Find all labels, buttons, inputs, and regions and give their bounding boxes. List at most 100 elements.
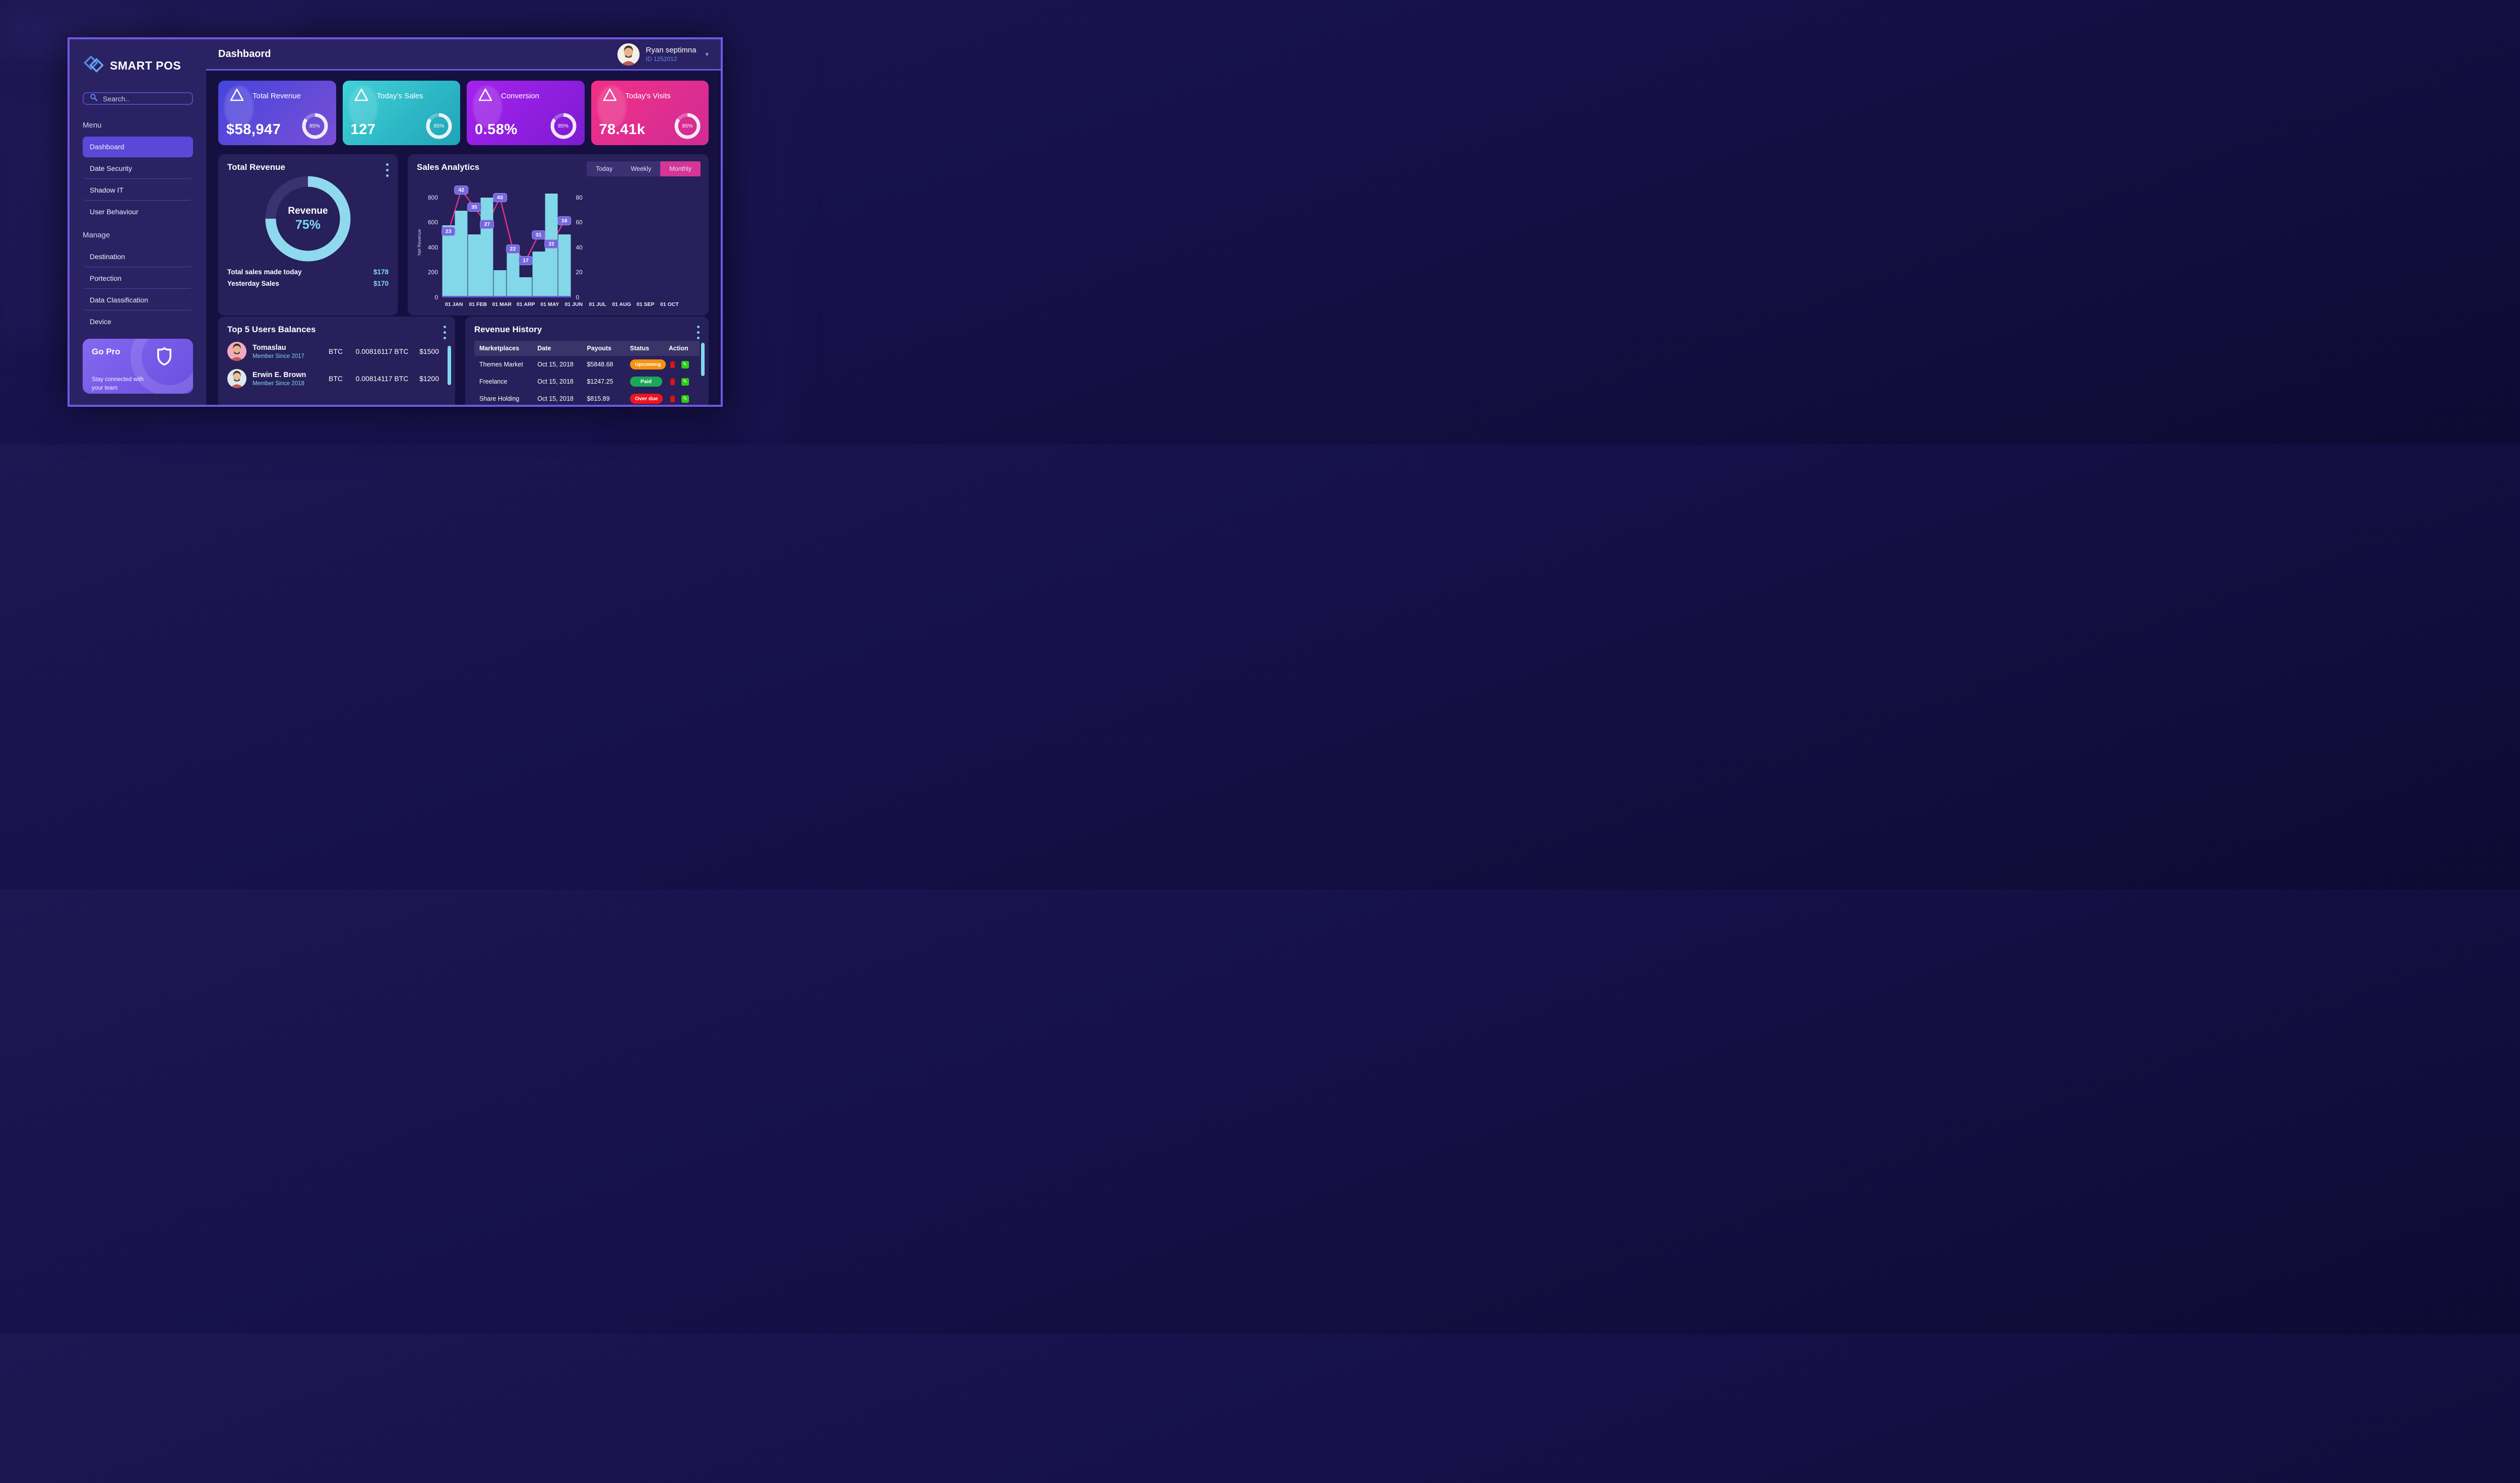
stat-card-value: 127 [350, 121, 376, 138]
stat-card-percent: 85% [433, 123, 445, 129]
donut-label: Revenue [288, 205, 328, 216]
chart-bar-01-jul [519, 277, 532, 296]
sidebar-item-user-behaviour[interactable]: User Behaviour [90, 208, 139, 216]
payout-cell: $5848.68 [587, 361, 613, 368]
go-pro-subtitle: Stay connected with your team [92, 377, 144, 391]
date-cell: Oct 15, 2018 [537, 361, 574, 368]
main-menu: Dashboard Date Security Shadow IT User Beha… [83, 137, 193, 222]
kebab-menu-icon[interactable] [696, 325, 701, 340]
search-box[interactable] [83, 92, 193, 105]
shield-icon [156, 347, 173, 368]
line-point-label: 31 [531, 230, 546, 240]
marketplace-cell: Themes Market [479, 361, 523, 368]
total-revenue-panel: Total Revenue Revenue 75% [218, 154, 398, 316]
right-axis-tick: 20 [576, 269, 583, 276]
chart-bar-01-aug [532, 252, 545, 296]
left-axis: 0 200 400 600 800 [424, 188, 442, 301]
kebab-menu-icon[interactable] [385, 162, 390, 178]
right-axis-tick: 80 [576, 194, 583, 201]
revenue-donut-chart: Revenue 75% [265, 175, 351, 262]
user-avatar [617, 43, 640, 66]
scrollbar[interactable] [701, 343, 705, 376]
user-name: Tomaslau [253, 343, 286, 352]
btc-amount: 0.00816117 BTC [355, 347, 409, 355]
column-header-marketplaces: Marketplaces [479, 345, 520, 352]
line-point-label: 22 [506, 244, 520, 254]
user-row-tomaslau: Tomaslau Member Since 2017 BTC 0.0081611… [227, 342, 446, 361]
x-axis-label: 01 SEP [636, 301, 655, 307]
kebab-menu-icon[interactable] [443, 325, 447, 340]
sidebar-item-date-security[interactable]: Date Security [83, 158, 193, 179]
x-axis-label: 01 FEB [469, 301, 487, 307]
line-point-label: 27 [480, 220, 494, 229]
stat-card-percent: 85% [682, 123, 693, 129]
chart-bar-01-mar [468, 234, 481, 296]
payout-cell: $815.89 [587, 395, 610, 402]
stat-card-label: Conversion [501, 92, 539, 100]
delete-icon[interactable] [669, 360, 676, 368]
column-header-payouts: Payouts [587, 345, 612, 352]
usd-amount: $1200 [419, 375, 439, 383]
summary-label: Total sales made today [227, 268, 302, 276]
edit-icon[interactable]: ✎ [681, 360, 689, 368]
table-row-freelance: Freelance Oct 15, 2018 $1247.25 Paid ✎ [474, 373, 700, 390]
tab-monthly[interactable]: Monthly [660, 161, 701, 176]
payout-cell: $1247.25 [587, 378, 613, 385]
revenue-summary-row: Yesterday Sales $170 [227, 280, 389, 287]
background-blur-shape [736, 0, 791, 445]
stat-cards-row: Total Revenue $58,947 85% Today's Sales … [218, 81, 709, 145]
background-blur-shape [0, 91, 60, 343]
user-avatar [227, 342, 246, 361]
chart-bar-01-may [493, 270, 507, 296]
manage-section-label: Manage [83, 231, 110, 239]
right-axis-tick: 60 [576, 219, 583, 226]
left-axis-tick: 600 [427, 219, 438, 226]
chart-bar-01-feb [455, 211, 468, 296]
chart-bar-01-jan [442, 225, 455, 296]
edit-icon[interactable]: ✎ [681, 395, 689, 403]
column-header-date: Date [537, 345, 551, 352]
top-header: Dashbaord Ryan septimna ID 1252012 ▾ [206, 39, 721, 71]
brand-logo: SMART POS [83, 53, 193, 78]
sidebar-item-dashboard[interactable]: Dashboard [83, 137, 193, 157]
sidebar-item-portection[interactable]: Portection [83, 268, 193, 289]
user-name: Ryan septimna [646, 46, 697, 54]
search-input[interactable] [103, 94, 186, 103]
sidebar-item-shadow-it[interactable]: Shadow IT [83, 180, 193, 201]
chevron-down-icon[interactable]: ▾ [705, 50, 709, 58]
diamond-logo-icon [83, 53, 105, 78]
stat-card-value: 78.41k [599, 121, 646, 138]
status-badge: Over due [629, 394, 663, 404]
scrollbar[interactable] [448, 346, 451, 385]
total-revenue-title: Total Revenue [227, 162, 285, 172]
brand-name: SMART POS [110, 59, 181, 72]
usd-amount: $1500 [419, 347, 439, 355]
chart-bar-01-oct [558, 234, 571, 296]
background-blur-shape [151, 418, 605, 449]
x-axis-label: 01 JAN [445, 301, 463, 307]
line-point-label: 42 [454, 185, 469, 195]
delete-icon[interactable] [669, 378, 676, 386]
y-axis-label: Net Revenue [417, 229, 422, 256]
tab-weekly[interactable]: Weekly [631, 165, 652, 172]
marketplace-cell: Share Holding [479, 395, 520, 402]
stat-card-label: Today's Visits [625, 92, 671, 100]
stat-card-today-s-sales: Today's Sales 127 85% [342, 81, 460, 145]
line-point-label: 23 [441, 227, 456, 236]
user-menu[interactable]: Ryan septimna ID 1252012 ▾ [617, 43, 709, 66]
sidebar-item-destination[interactable]: Destination [83, 246, 193, 267]
sidebar-item-device[interactable]: Device [90, 318, 111, 326]
sidebar-item-data-classification[interactable]: Data Classification [83, 290, 193, 311]
stat-card-mini-donut: 85% [425, 112, 453, 140]
users-list: Tomaslau Member Since 2017 BTC 0.0081611… [227, 342, 446, 388]
main-content: Total Revenue $58,947 85% Today's Sales … [206, 71, 721, 405]
sales-analytics-title: Sales Analytics [417, 162, 480, 172]
currency: BTC [329, 347, 343, 355]
tab-today[interactable]: Today [596, 165, 613, 172]
delete-icon[interactable] [669, 395, 676, 403]
revenue-history-title: Revenue History [474, 325, 542, 334]
right-axis: 0 20 40 60 80 [571, 188, 700, 301]
edit-icon[interactable]: ✎ [681, 378, 689, 386]
